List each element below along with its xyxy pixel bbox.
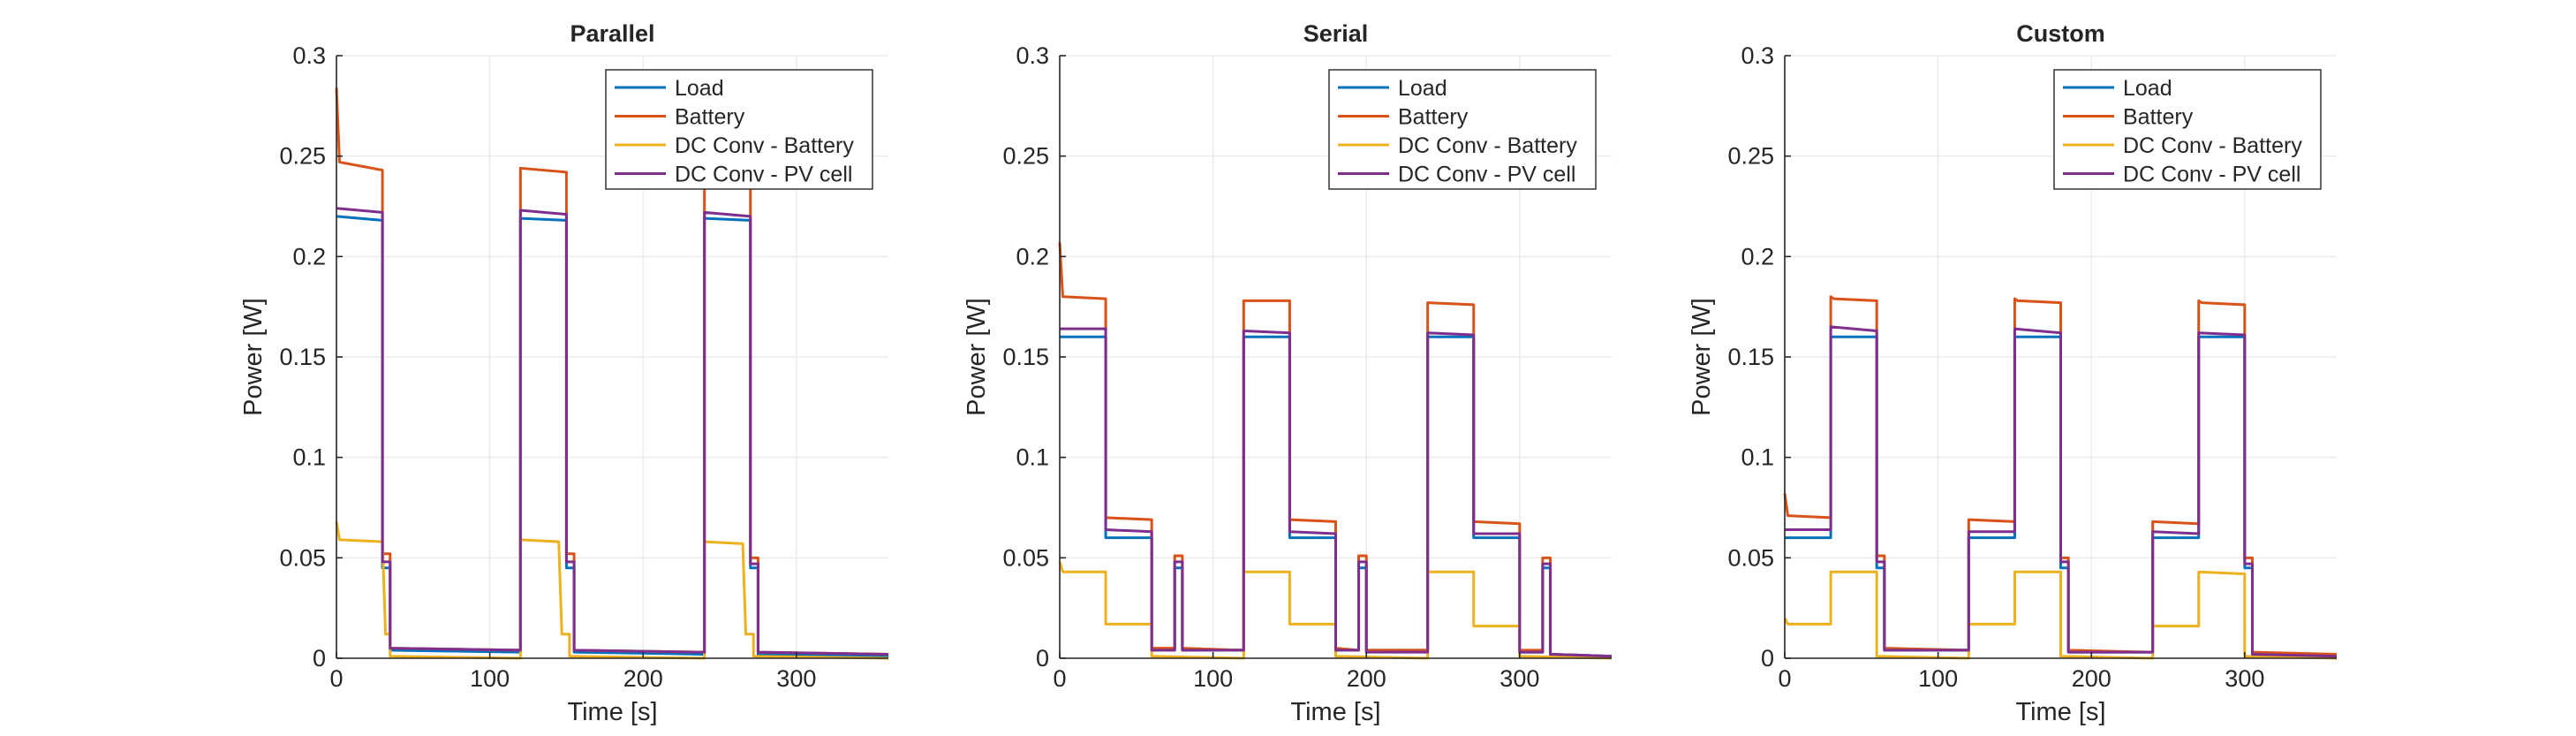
chart-1-legend-box <box>605 69 873 190</box>
chart-2-y-tick-label: 0.2 <box>1016 243 1049 269</box>
chart-2-y-tick-label: 0 <box>1036 645 1049 672</box>
chart-1-y-tick-label: 0 <box>313 645 326 672</box>
chart-1-series-dc-conv-battery-line <box>335 521 889 660</box>
chart-3-series-battery-line <box>1783 295 2338 656</box>
chart-2-x-axis-label: Time [s] <box>1290 698 1380 726</box>
chart-3-x-tick-label: 100 <box>1918 665 1958 692</box>
chart-1-legend-label-dc-conv-pv-cell: DC Conv - PV cell <box>675 163 852 187</box>
chart-2-legend-label-battery: Battery <box>1398 105 1469 130</box>
chart-1-x-tick-label: 300 <box>776 665 816 692</box>
chart-1-legend-label-load: Load <box>675 76 724 101</box>
chart-3-y-tick-label: 0.1 <box>1741 444 1774 471</box>
chart-2-legend-label-dc-conv-battery: DC Conv - Battery <box>1398 133 1577 158</box>
chart-2-legend-box <box>1328 69 1597 190</box>
chart-2-title: Serial <box>1303 20 1369 47</box>
chart-2-x-tick-label: 300 <box>1500 665 1539 692</box>
chart-2-legend-label-load: Load <box>1398 76 1447 101</box>
chart-3-y-tick-label: 0 <box>1761 645 1774 672</box>
chart-2-x-tick-label: 0 <box>1053 665 1066 692</box>
chart-1-legend-label-battery: Battery <box>675 105 745 130</box>
chart-3-panel: 0 100 200 300 0 0.05 0.1 0.15 0.2 0.25 0.3 Custom Ti… <box>1688 20 2338 726</box>
chart-3-series-dc-conv-pv-cell-line <box>1785 325 2338 658</box>
chart-1-x-tick-label: 200 <box>623 665 663 692</box>
chart-2-panel: 0 100 200 300 0 0.05 0.1 0.15 0.2 0.25 0.3 Serial Ti… <box>963 20 1613 726</box>
chart-1-series-dc-conv-pv-cell-line <box>336 207 889 656</box>
chart-1-panel: 0 100 200 300 0 0.05 0.1 0.15 0.2 0.25 0.3 Parallel… <box>239 20 889 726</box>
chart-2-y-tick-label: 0.1 <box>1016 444 1049 471</box>
chart-1-title: Parallel <box>570 20 654 47</box>
chart-3-title: Custom <box>2016 20 2105 47</box>
chart-1-x-axis-label: Time [s] <box>567 698 657 726</box>
chart-1-y-axis-label: Power [W] <box>239 298 268 416</box>
chart-2-y-tick-label: 0.25 <box>1002 143 1049 170</box>
chart-3-y-tick-label: 0.15 <box>1727 344 1774 370</box>
chart-1-y-tick-label: 0.2 <box>292 243 326 269</box>
chart-3-x-tick-label: 0 <box>1778 665 1791 692</box>
chart-1-y-tick-label: 0.15 <box>279 344 326 370</box>
chart-2-series-dc-conv-pv-cell-line <box>1060 327 1613 658</box>
chart-1-y-tick-label: 0.05 <box>279 544 326 571</box>
chart-3-legend-label-dc-conv-pv-cell: DC Conv - PV cell <box>2123 163 2300 187</box>
chart-2-legend-label-dc-conv-pv-cell: DC Conv - PV cell <box>1398 163 1575 187</box>
chart-3-x-axis-label: Time [s] <box>2015 698 2105 726</box>
chart-1-x-tick-label: 100 <box>470 665 510 692</box>
chart-1-legend: Load Battery DC Conv - Battery DC Conv - PV… <box>605 69 873 190</box>
chart-3-y-tick-label: 0.3 <box>1741 42 1774 69</box>
chart-3-y-tick-label: 0.2 <box>1741 243 1774 269</box>
chart-1-x-tick-label: 0 <box>329 665 343 692</box>
chart-3-y-tick-label: 0.25 <box>1727 143 1774 170</box>
chart-3-legend-box <box>2053 69 2322 190</box>
chart-2-y-tick-label: 0.05 <box>1002 544 1049 571</box>
chart-2-y-tick-label: 0.15 <box>1002 344 1049 370</box>
chart-2-y-tick-label: 0.3 <box>1016 42 1049 69</box>
chart-3-y-axis-label: Power [W] <box>1688 298 1716 416</box>
chart-1-y-tick-label: 0.3 <box>292 42 326 69</box>
chart-3-legend-label-battery: Battery <box>2123 105 2194 130</box>
chart-3-legend: Load Battery DC Conv - Battery DC Conv - PV… <box>2053 69 2322 190</box>
chart-1-y-tick-label: 0.25 <box>279 143 326 170</box>
chart-2-x-tick-label: 200 <box>1347 665 1386 692</box>
chart-1-legend-label-dc-conv-battery: DC Conv - Battery <box>675 133 854 158</box>
chart-2-legend: Load Battery DC Conv - Battery DC Conv - PV… <box>1328 69 1597 190</box>
chart-1-y-tick-label: 0.1 <box>292 444 326 471</box>
chart-2-y-axis-label: Power [W] <box>963 298 991 416</box>
chart-3-series-dc-conv-battery-line <box>1783 570 2338 660</box>
chart-3-x-tick-label: 300 <box>2225 665 2264 692</box>
chart-2-x-tick-label: 100 <box>1193 665 1233 692</box>
chart-2-series-dc-conv-battery-line <box>1058 561 1613 660</box>
chart-3-legend-label-load: Load <box>2123 76 2172 101</box>
chart-3-legend-label-dc-conv-battery: DC Conv - Battery <box>2123 133 2302 158</box>
chart-3-x-tick-label: 200 <box>2072 665 2111 692</box>
chart-3-y-tick-label: 0.05 <box>1727 544 1774 571</box>
